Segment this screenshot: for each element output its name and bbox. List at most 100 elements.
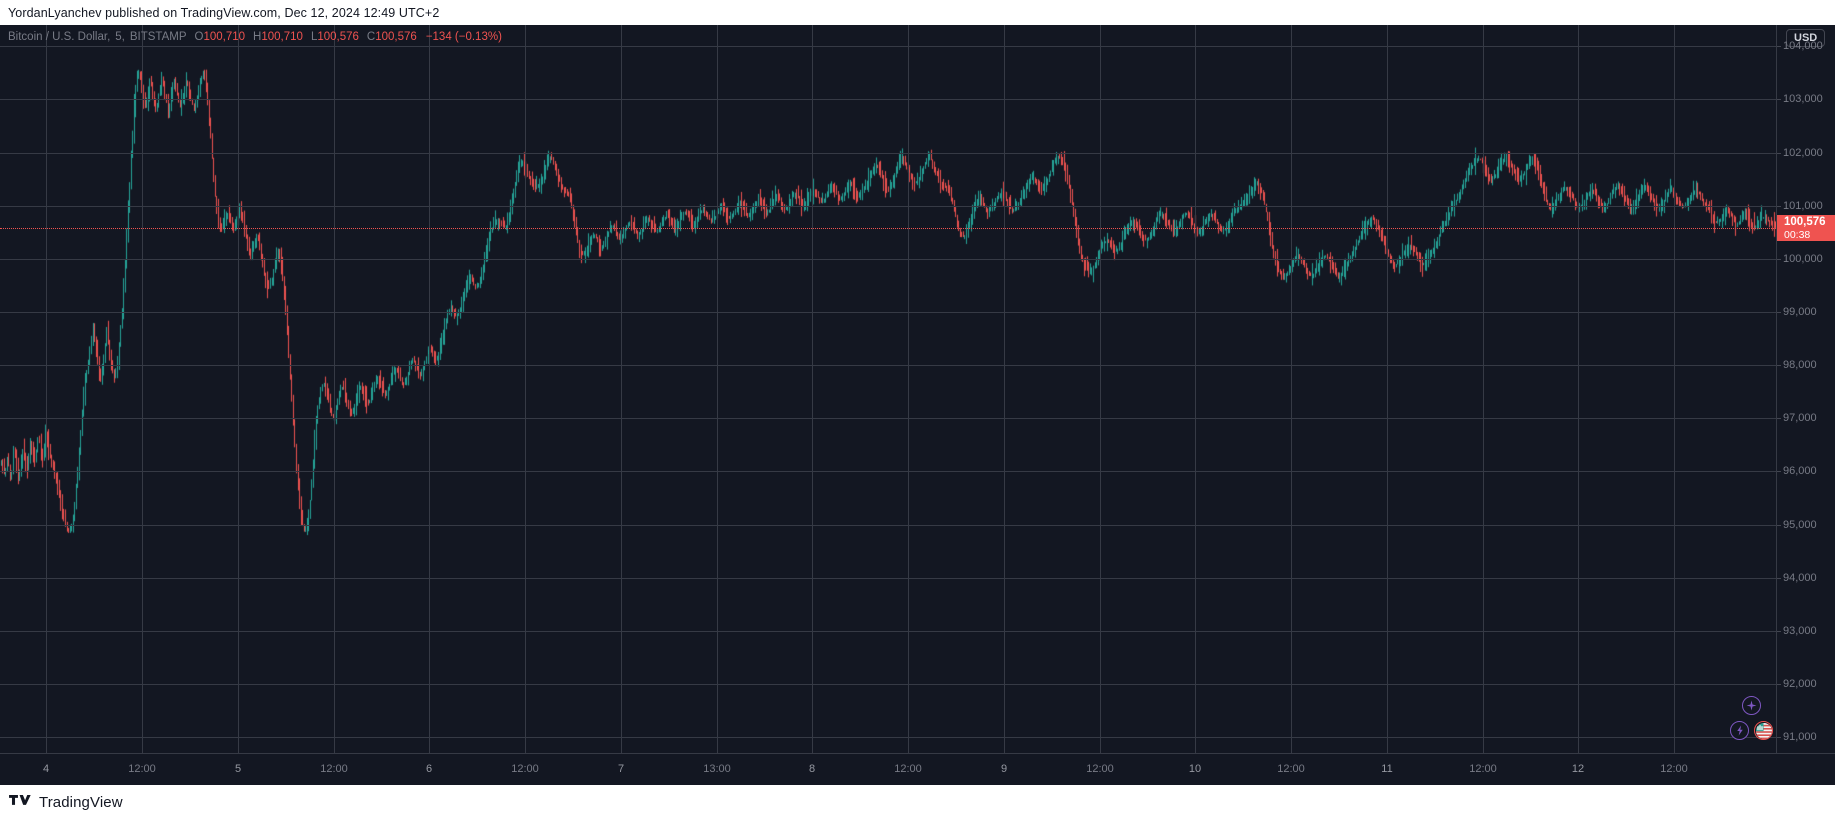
gridline-vertical: [142, 25, 143, 753]
price-tick: 100,000: [1777, 252, 1823, 265]
last-price-line: [0, 228, 1776, 230]
time-tick: 12:00: [128, 763, 156, 775]
gridline-horizontal: [0, 737, 1776, 739]
price-tick: 101,000: [1777, 199, 1823, 212]
float-row-bottom: [1730, 721, 1773, 740]
bar-countdown: 00:38: [1784, 229, 1811, 242]
gridline-vertical: [1483, 25, 1484, 753]
gridline-vertical: [238, 25, 239, 753]
gridline-vertical: [525, 25, 526, 753]
legend-low-value: 100,576: [317, 31, 359, 43]
time-tick: 12:00: [1469, 763, 1497, 775]
time-scale[interactable]: 4 12:00 5 12:00 6 12:00 7 13:00 8 12:00 9 12:00 10 12…: [0, 753, 1835, 785]
gridline-horizontal: [0, 152, 1776, 154]
attribution-bar: YordanLyanchev published on TradingView.…: [0, 0, 1835, 25]
alert-lightning-button[interactable]: [1730, 721, 1749, 740]
gridline-horizontal: [0, 524, 1776, 526]
price-tick: 102,000: [1777, 146, 1823, 159]
time-tick: 8: [808, 763, 816, 775]
chart-legend[interactable]: Bitcoin / U.S. Dollar, 5, BITSTAMP O 100…: [8, 30, 502, 44]
price-tick: 92,000: [1777, 677, 1817, 690]
gridline-horizontal: [0, 471, 1776, 473]
time-tick: 6: [425, 763, 433, 775]
gridline-horizontal: [0, 683, 1776, 685]
time-tick: 12:00: [511, 763, 539, 775]
legend-exchange: BITSTAMP: [129, 31, 187, 43]
candlestick-series: [0, 25, 1776, 753]
currency-badge[interactable]: USD: [1786, 29, 1826, 47]
price-tick: 94,000: [1777, 571, 1817, 584]
flag-icon: [1755, 722, 1772, 739]
gridline-horizontal: [0, 46, 1776, 48]
gridline-horizontal: [0, 311, 1776, 313]
gridline-vertical: [1195, 25, 1196, 753]
gridline-horizontal: [0, 365, 1776, 367]
price-tick: 99,000: [1777, 305, 1817, 318]
float-row-top: [1742, 696, 1761, 715]
price-scale[interactable]: USD 104,000 103,000 102,000 101,000 100,000 9…: [1776, 25, 1835, 785]
gridline-vertical: [908, 25, 909, 753]
time-tick: 12: [1571, 763, 1585, 775]
gridline-vertical: [1291, 25, 1292, 753]
gridline-vertical: [717, 25, 718, 753]
gridline-vertical: [334, 25, 335, 753]
time-tick: 12:00: [894, 763, 922, 775]
legend-close-value: 100,576: [375, 31, 417, 43]
price-tick: 95,000: [1777, 518, 1817, 531]
gridline-horizontal: [0, 577, 1776, 579]
gridline-vertical: [1004, 25, 1005, 753]
time-tick: 4: [42, 763, 50, 775]
country-flag-button[interactable]: [1754, 721, 1773, 740]
price-tick: 104,000: [1777, 40, 1823, 53]
last-price-value: 100,576: [1784, 216, 1826, 229]
legend-open-label: O: [194, 31, 204, 43]
attribution-text: YordanLyanchev published on TradingView.…: [8, 5, 440, 20]
time-tick: 7: [617, 763, 625, 775]
gridline-horizontal: [0, 99, 1776, 101]
gridline-vertical: [621, 25, 622, 753]
time-tick: 13:00: [703, 763, 731, 775]
gridline-vertical: [429, 25, 430, 753]
last-price-badge[interactable]: 100,576 00:38: [1777, 215, 1835, 242]
price-tick: 103,000: [1777, 93, 1823, 106]
time-tick: 9: [1000, 763, 1008, 775]
gridline-vertical: [1100, 25, 1101, 753]
legend-interval[interactable]: 5,: [115, 31, 125, 43]
legend-high-label: H: [253, 31, 262, 43]
chart-frame[interactable]: Bitcoin / U.S. Dollar, 5, BITSTAMP O 100…: [0, 25, 1835, 785]
price-tick: 93,000: [1777, 624, 1817, 637]
legend-symbol[interactable]: Bitcoin / U.S. Dollar,: [8, 31, 111, 43]
ai-sparkle-button[interactable]: [1742, 696, 1761, 715]
price-tick: 91,000: [1777, 731, 1817, 744]
lightning-icon: [1736, 725, 1743, 736]
price-tick: 98,000: [1777, 359, 1817, 372]
legend-open-value: 100,710: [203, 31, 246, 43]
legend-low-label: L: [310, 31, 318, 43]
gridline-vertical: [1674, 25, 1675, 753]
brand-bar: TradingView: [0, 785, 1835, 819]
legend-high-value: 100,710: [261, 31, 303, 43]
legend-change: −134 (−0.13%): [425, 31, 502, 43]
legend-close-label: C: [366, 31, 376, 43]
gridline-vertical: [812, 25, 813, 753]
chart-plot-area[interactable]: [0, 25, 1776, 753]
brand-name: TradingView: [39, 793, 123, 811]
gridline-vertical: [1387, 25, 1388, 753]
floating-button-group[interactable]: [1730, 696, 1773, 740]
gridline-horizontal: [0, 630, 1776, 632]
price-tick: 97,000: [1777, 412, 1817, 425]
gridline-vertical: [1578, 25, 1579, 753]
time-tick: 12:00: [1660, 763, 1688, 775]
time-tick: 11: [1381, 763, 1393, 775]
sparkle-icon: [1746, 700, 1757, 711]
gridline-horizontal: [0, 418, 1776, 420]
time-tick: 12:00: [1086, 763, 1114, 775]
time-tick: 5: [234, 763, 242, 775]
time-tick: 12:00: [320, 763, 348, 775]
gridline-horizontal: [0, 258, 1776, 260]
gridline-vertical: [46, 25, 47, 753]
time-tick: 10: [1188, 763, 1202, 775]
price-tick: 96,000: [1777, 465, 1817, 478]
time-tick: 12:00: [1277, 763, 1305, 775]
gridline-horizontal: [0, 205, 1776, 207]
